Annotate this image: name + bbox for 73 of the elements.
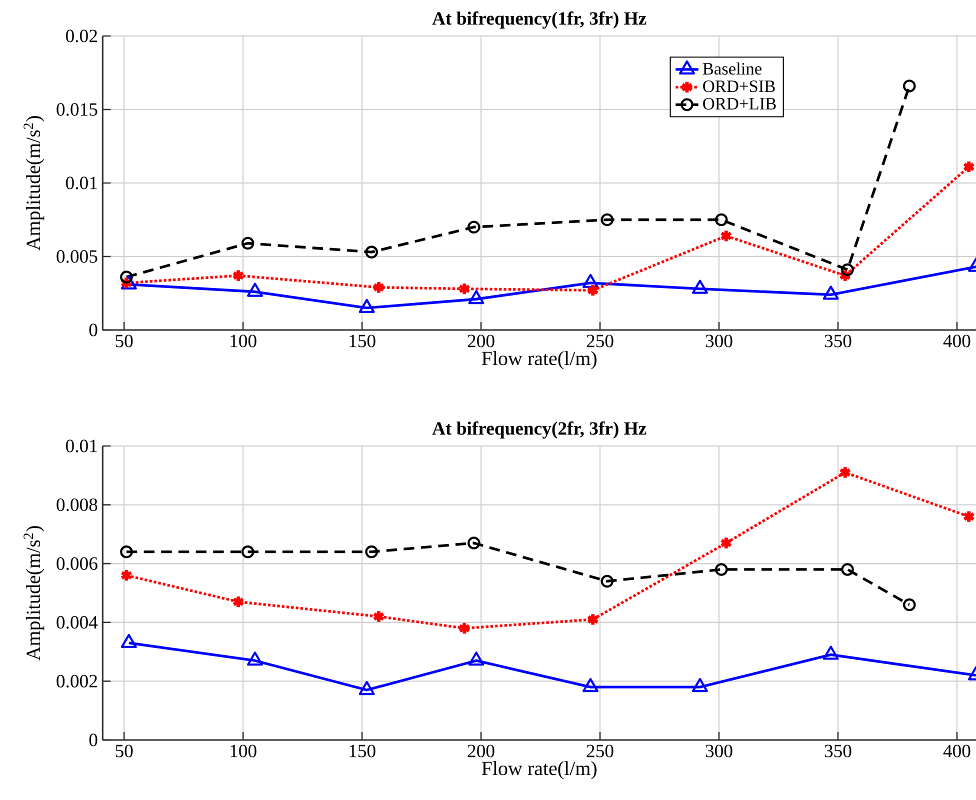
point xyxy=(467,220,480,234)
x-tick-label: 50 xyxy=(116,744,133,758)
x-tick-label: 250 xyxy=(586,744,614,758)
point xyxy=(120,545,133,558)
point xyxy=(841,563,854,576)
x-tick-label: 300 xyxy=(706,744,732,758)
point xyxy=(582,678,598,692)
point xyxy=(120,634,137,648)
x-axis-title: Flow rate(l/m) xyxy=(482,761,597,780)
x-tick-label: 150 xyxy=(350,334,376,348)
y-tick-label: 0.002 xyxy=(56,674,97,688)
point xyxy=(241,236,254,250)
point xyxy=(458,621,471,636)
point xyxy=(232,594,245,609)
x-tick-label: 200 xyxy=(468,334,494,348)
y-tick-label: 0.015 xyxy=(56,103,98,116)
point xyxy=(358,680,375,696)
y-axis-title: Amplitude(m/s$^{2}$) xyxy=(24,526,44,661)
y-tick-label: 0.02 xyxy=(66,30,97,42)
y-tick-label: 0.005 xyxy=(56,250,98,263)
point xyxy=(714,563,728,576)
y-tick-label: 0.01 xyxy=(66,176,97,190)
point xyxy=(365,246,378,258)
y-tick-label: 0.006 xyxy=(56,557,98,570)
point xyxy=(714,213,728,226)
x-tick-label: 400 xyxy=(943,334,970,348)
y-tick-label: 0.008 xyxy=(56,498,98,512)
chart-title: At bifrequency(1fr, 3fr) Hz xyxy=(432,11,646,29)
legend-label: ORD+SIB xyxy=(703,80,775,92)
point xyxy=(692,678,708,692)
point xyxy=(232,268,245,283)
point xyxy=(600,574,614,588)
point xyxy=(720,536,732,550)
x-tick-label: 350 xyxy=(824,334,852,348)
point xyxy=(458,282,471,296)
point xyxy=(902,598,916,612)
chart-title: At bifrequency(2fr, 3fr) Hz xyxy=(432,421,646,439)
x-tick-label: 400 xyxy=(943,744,970,758)
x-tick-label: 50 xyxy=(116,334,133,348)
point xyxy=(372,609,386,624)
point xyxy=(120,270,133,284)
point xyxy=(600,213,614,226)
point xyxy=(586,283,600,298)
point xyxy=(468,652,484,666)
y-axis-title: Amplitude(m/s$^{2}$) xyxy=(24,116,44,251)
point xyxy=(822,646,839,660)
x-tick-label: 200 xyxy=(468,744,494,758)
legend-label: Baseline xyxy=(702,62,762,75)
point xyxy=(841,263,854,276)
point xyxy=(838,465,852,480)
y-tick-label: 0 xyxy=(89,734,98,746)
point xyxy=(241,545,254,558)
x-tick-label: 150 xyxy=(350,744,376,758)
legend-label: ORD+LIB xyxy=(703,98,776,110)
point xyxy=(365,545,378,558)
x-tick-label: 100 xyxy=(230,744,256,758)
point xyxy=(962,160,976,174)
point xyxy=(902,80,916,92)
point xyxy=(372,280,386,294)
x-tick-label: 350 xyxy=(824,744,852,758)
point xyxy=(246,652,263,666)
point xyxy=(586,612,600,627)
x-tick-label: 300 xyxy=(706,334,732,348)
x-tick-label: 250 xyxy=(586,334,614,348)
y-tick-label: 0.004 xyxy=(56,616,98,629)
y-tick-label: 0 xyxy=(89,324,98,336)
y-tick-label: 0.01 xyxy=(66,440,97,452)
x-tick-label: 100 xyxy=(230,334,256,348)
point xyxy=(120,568,133,582)
point xyxy=(720,228,732,243)
point xyxy=(962,509,976,524)
x-axis-title: Flow rate(l/m) xyxy=(482,351,597,370)
point xyxy=(467,536,480,550)
